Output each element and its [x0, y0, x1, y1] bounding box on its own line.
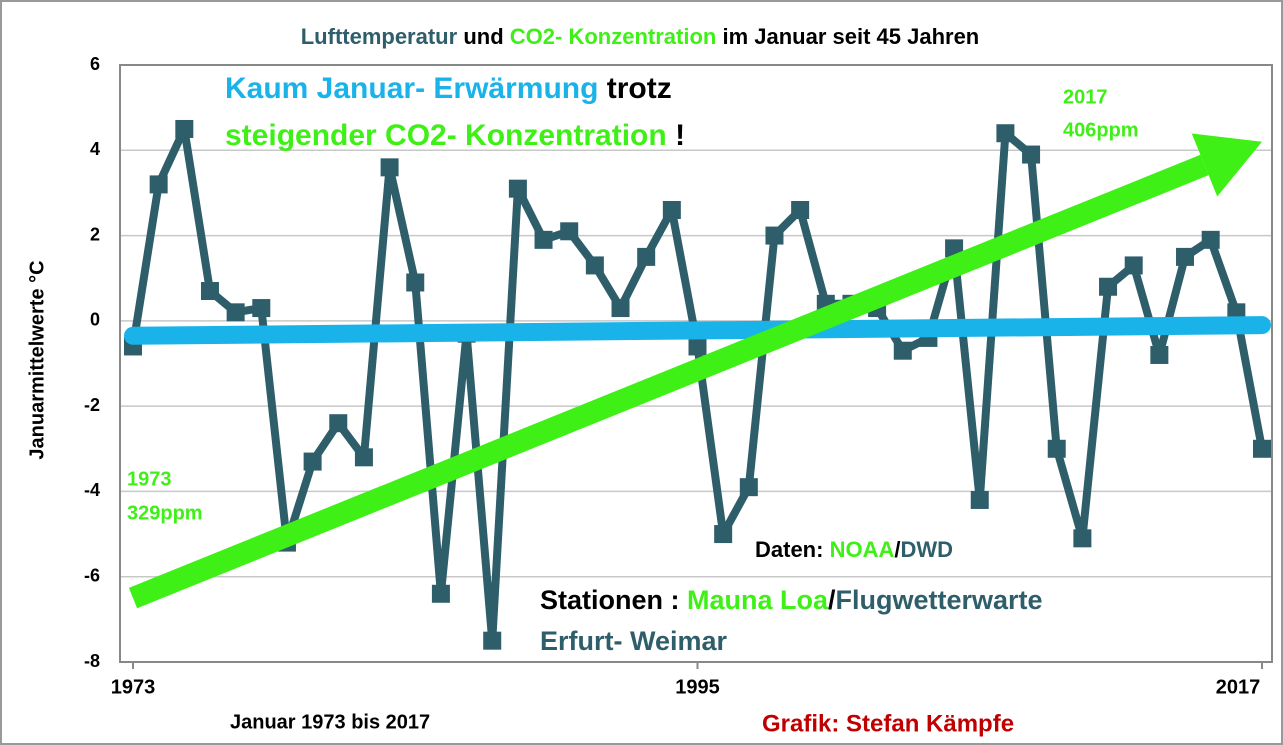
annotation-part: steigender CO2- Konzentration: [225, 119, 667, 152]
data-point: [996, 124, 1015, 143]
annotation-part: Kaum Januar- Erwärmung: [225, 72, 598, 105]
y-tick-label: -8: [84, 651, 100, 671]
data-point: [1253, 439, 1271, 458]
annotation-part: /: [828, 585, 836, 615]
data-point: [791, 200, 810, 219]
data-point: [483, 631, 502, 650]
data-point: [149, 175, 168, 194]
annotation: 329ppm: [127, 502, 203, 524]
data-point: [611, 299, 630, 318]
annotation: Daten: NOAA/DWD: [755, 537, 953, 562]
x-tick-label: 2017: [1216, 676, 1261, 698]
data-point: [1099, 277, 1118, 296]
annotation: Erfurt- Weimar: [540, 626, 728, 656]
annotation-part: !: [675, 119, 685, 152]
y-tick-label: 0: [90, 310, 100, 330]
chart-title: Lufttemperatur und CO2- Konzentration im…: [301, 24, 980, 49]
data-point: [406, 273, 425, 292]
data-point: [1176, 247, 1195, 266]
data-point: [329, 414, 348, 433]
credit: Grafik: Stefan Kämpfe: [762, 710, 1014, 737]
data-point: [508, 179, 527, 198]
annotation: Kaum Januar- Erwärmung trotz: [225, 72, 672, 105]
data-point: [637, 247, 656, 266]
title-part: im Januar seit 45 Jahren: [722, 24, 979, 49]
y-tick-label: -6: [84, 565, 100, 585]
annotation: Stationen : Mauna Loa/Flugwetterwarte: [540, 585, 1043, 615]
data-point: [1201, 230, 1220, 249]
data-point: [252, 299, 271, 318]
annotation: steigender CO2- Konzentration !: [225, 119, 685, 152]
y-tick-label: 6: [90, 54, 100, 74]
annotation: 406ppm: [1063, 119, 1139, 141]
title-part: Lufttemperatur: [301, 24, 458, 49]
y-tick-label: 4: [90, 139, 100, 159]
data-point: [1124, 256, 1143, 275]
data-point: [1073, 529, 1092, 548]
annotation-part: DWD: [900, 537, 953, 562]
annotation: 2017: [1063, 86, 1108, 108]
data-point: [431, 584, 450, 603]
data-point: [560, 222, 579, 241]
trend-line: [124, 316, 1271, 345]
annotation-part: /: [894, 537, 900, 562]
trend-line: [128, 154, 1209, 609]
title-part: CO2- Konzentration: [510, 24, 717, 49]
data-point: [765, 226, 784, 245]
x-axis-label: Januar 1973 bis 2017: [230, 711, 430, 733]
data-point: [303, 452, 322, 471]
data-point: [380, 158, 399, 177]
data-point: [585, 256, 604, 275]
data-point: [354, 448, 373, 467]
arrow-head: [1191, 133, 1262, 197]
x-tick-label: 1973: [111, 676, 156, 698]
annotation-part: Mauna Loa: [687, 585, 829, 615]
y-tick-label: 2: [90, 224, 100, 244]
data-point: [739, 478, 758, 497]
annotation-part: trotz: [607, 72, 672, 105]
data-point: [1047, 439, 1066, 458]
x-tick-label: 1995: [675, 676, 720, 698]
title-part: und: [463, 24, 503, 49]
data-point: [175, 119, 194, 138]
data-point: [662, 200, 681, 219]
data-point: [893, 341, 912, 360]
annotation-part: Flugwetterwarte: [836, 585, 1043, 615]
annotation-part: Daten:: [755, 537, 830, 562]
data-point: [970, 490, 989, 509]
y-tick-label: -2: [84, 395, 100, 415]
data-point: [534, 230, 553, 249]
annotation: 1973: [127, 468, 172, 490]
annotation-part: Stationen :: [540, 585, 687, 615]
y-tick-label: -4: [84, 480, 100, 500]
plot-border: [119, 64, 1273, 663]
data-point: [1150, 345, 1169, 364]
data-point: [1022, 145, 1041, 164]
data-point: [688, 337, 707, 356]
data-point: [226, 303, 245, 322]
plot-area: 6 4 2 0 -2 -4 -6 -8 1973 1995 2017: [84, 54, 1273, 698]
y-axis-label: Januarmittelwerte °C: [26, 260, 48, 459]
data-point: [200, 282, 219, 301]
annotation-part: NOAA: [830, 537, 895, 562]
data-point: [714, 525, 733, 544]
